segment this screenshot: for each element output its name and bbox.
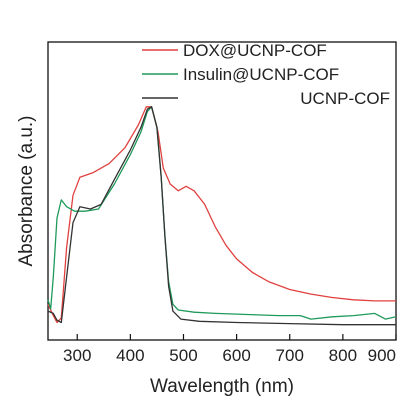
x-tick-label: 400 <box>116 346 144 365</box>
series-layer <box>47 106 397 326</box>
legend-label-2: Insulin@UCNP-COF <box>183 65 339 84</box>
series-line-2 <box>47 106 397 320</box>
x-tick-label: 500 <box>169 346 197 365</box>
plot-frame <box>47 41 397 341</box>
legend-label-1: DOX@UCNP-COF <box>183 41 327 60</box>
y-axis-label: Absorbance (a.u.) <box>16 115 37 266</box>
x-axis-label: Wavelength (nm) <box>150 376 294 397</box>
x-tick-label: 700 <box>276 346 304 365</box>
x-tick-label: 800 <box>329 346 357 365</box>
x-tick-label: 900 <box>368 346 396 365</box>
series-line-1 <box>47 106 396 324</box>
series-line-3 <box>47 106 396 326</box>
legend: DOX@UCNP-COF Insulin@UCNP-COF UCNP-COF <box>142 41 390 108</box>
x-tick-label: 600 <box>222 346 250 365</box>
x-tick-label: 300 <box>63 346 91 365</box>
legend-label-3: UCNP-COF <box>300 89 390 108</box>
x-axis-ticks: 300 400 500 600 700 800 900 <box>63 334 397 365</box>
